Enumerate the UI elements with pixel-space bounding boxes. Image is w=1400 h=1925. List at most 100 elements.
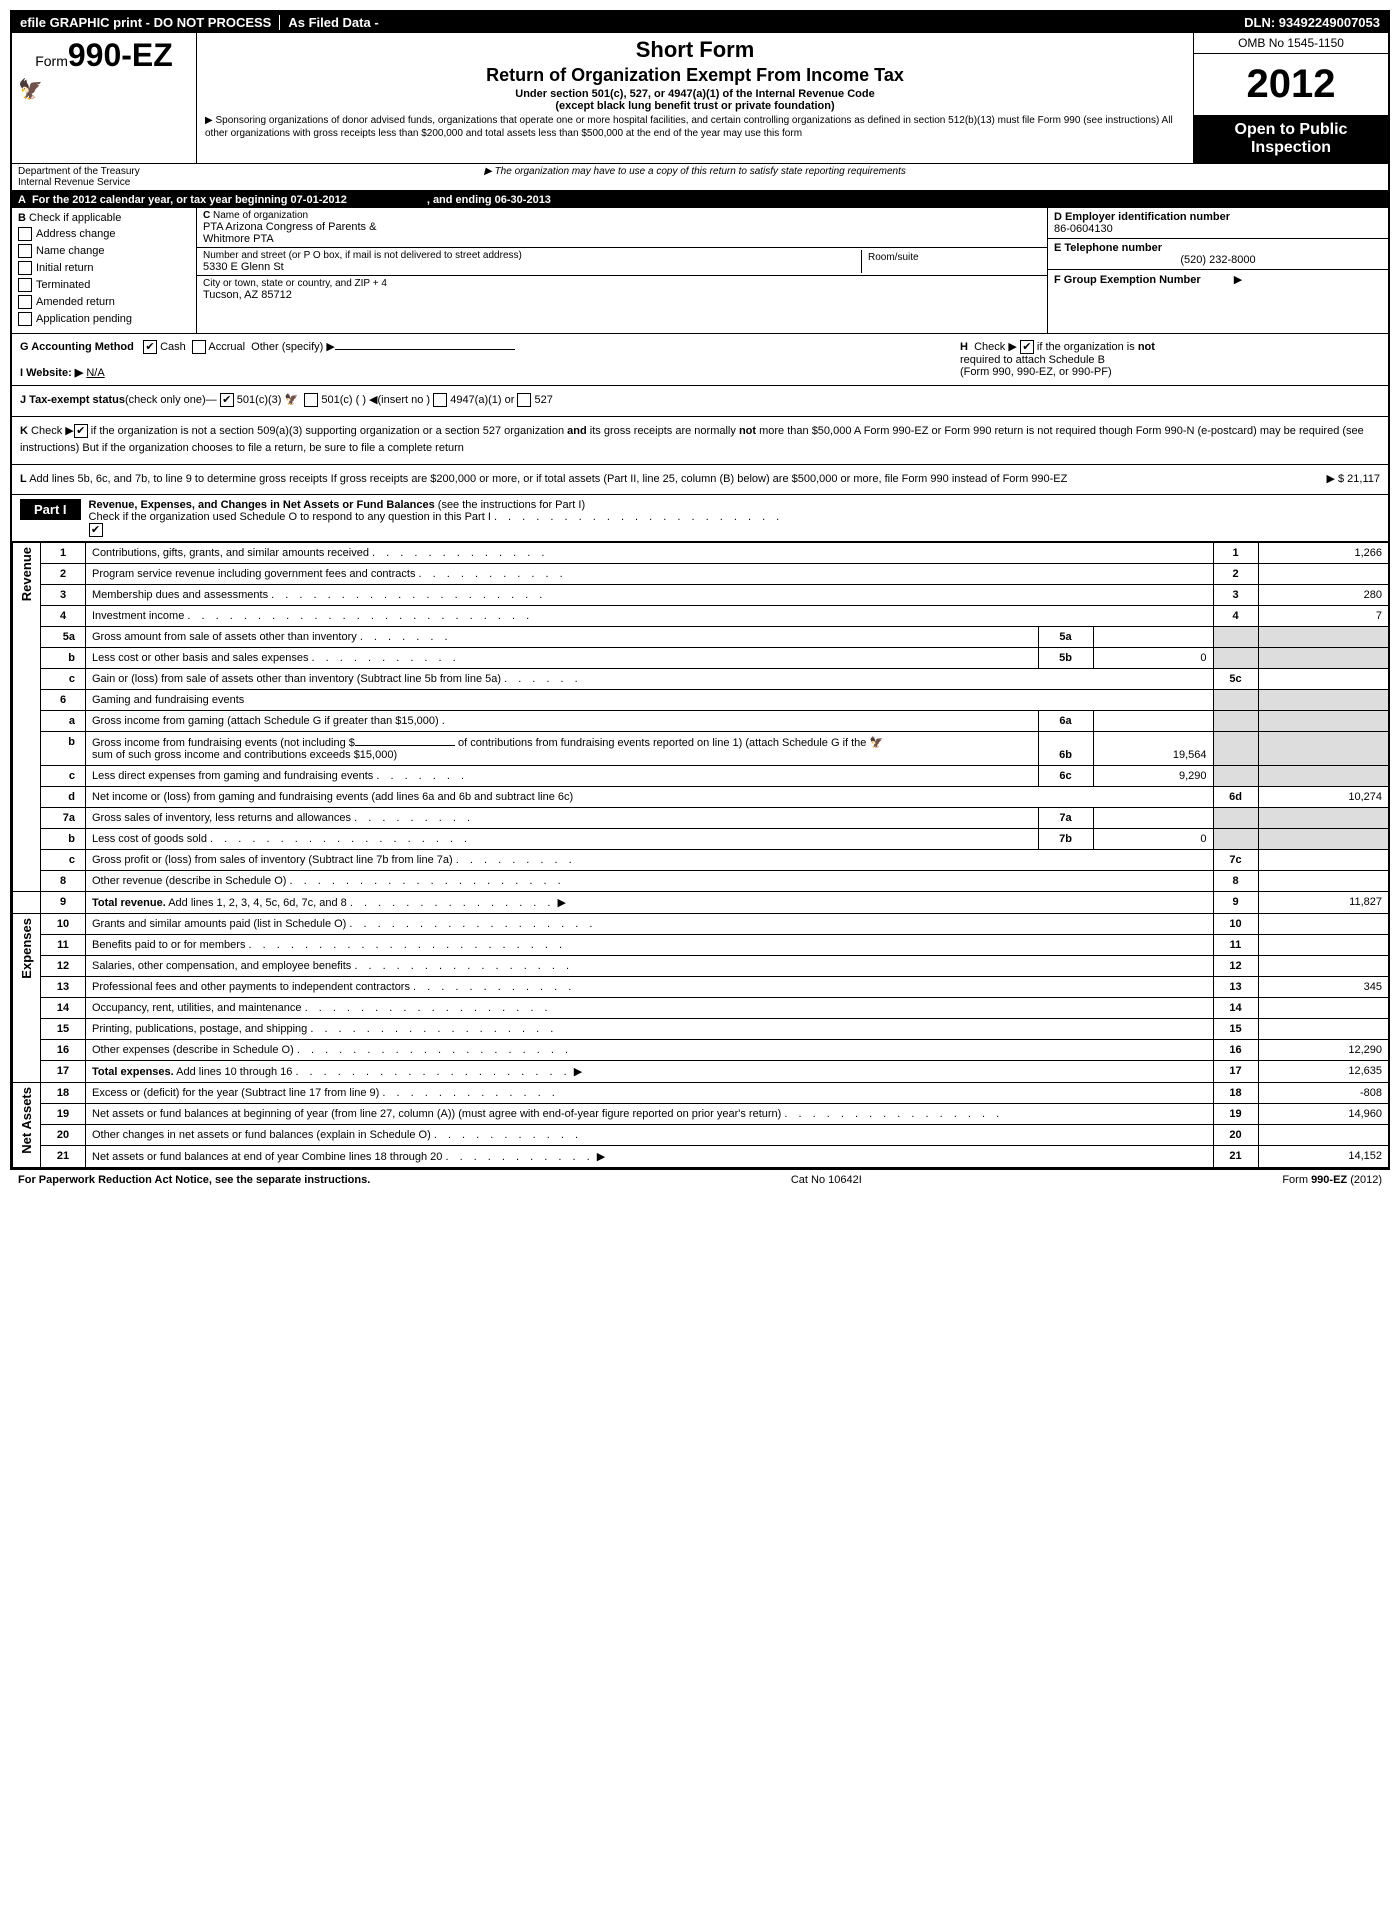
- chk-527[interactable]: [517, 393, 531, 407]
- l15-val: [1258, 1019, 1388, 1040]
- l17-desc2: Add lines 10 through 16: [176, 1066, 292, 1078]
- opt-amended: Amended return: [36, 296, 115, 308]
- year-box: OMB No 1545-1150 2012 Open to Public Ins…: [1193, 33, 1388, 163]
- row-l-amount: $ 21,117: [1338, 473, 1380, 485]
- chk-4947[interactable]: [433, 393, 447, 407]
- row-a: A For the 2012 calendar year, or tax yea…: [12, 192, 1388, 208]
- l20-val: [1258, 1125, 1388, 1146]
- chk-501c3[interactable]: [220, 393, 234, 407]
- chk-terminated[interactable]: [18, 278, 32, 292]
- l9-desc: Total revenue.: [92, 897, 166, 909]
- website-val: N/A: [86, 367, 104, 379]
- dept-treasury: Department of the Treasury: [18, 166, 191, 177]
- l21-desc: Net assets or fund balances at end of ye…: [92, 1151, 442, 1163]
- row-h-t2: if the organization is: [1037, 341, 1135, 353]
- treasury-seal-icon: 🦅: [18, 77, 43, 102]
- name-label: Name of organization: [213, 210, 308, 221]
- col-def: D Employer identification number 86-0604…: [1048, 208, 1388, 333]
- except-text: (except black lung benefit trust or priv…: [205, 100, 1185, 112]
- l3-num: 3: [1213, 585, 1258, 606]
- phone: (520) 232-8000: [1054, 254, 1382, 266]
- footer-center: Cat No 10642I: [791, 1174, 862, 1186]
- l6c-mid: 6c: [1038, 766, 1093, 787]
- l6b-d2: of contributions from fundraising events…: [458, 737, 866, 749]
- part1-sub: (see the instructions for Part I): [438, 499, 585, 511]
- l16-num: 16: [1213, 1040, 1258, 1061]
- chk-h[interactable]: [1020, 340, 1034, 354]
- satisfy-text: ▶ The organization may have to use a cop…: [197, 164, 1193, 190]
- chk-name[interactable]: [18, 244, 32, 258]
- dots: . . . . . . . . . . . . . . . . . . . . …: [494, 511, 783, 523]
- street-label: Number and street (or P O box, if mail i…: [203, 250, 861, 261]
- row-a-ending: , and ending 06-30-2013: [427, 194, 551, 206]
- l5c-val: [1258, 669, 1388, 690]
- l2-num: 2: [1213, 564, 1258, 585]
- row-k-check: Check ▶: [31, 425, 74, 437]
- l18-num: 18: [1213, 1083, 1258, 1104]
- row-h-not: not: [1138, 341, 1155, 353]
- l10-desc: Grants and similar amounts paid (list in…: [92, 918, 346, 930]
- main-title: Return of Organization Exempt From Incom…: [205, 65, 1185, 86]
- open-public-1: Open to Public: [1200, 121, 1382, 139]
- l13-val: 345: [1258, 977, 1388, 998]
- subtitle: Under section 501(c), 527, or 4947(a)(1)…: [205, 88, 1185, 100]
- chk-pending[interactable]: [18, 312, 32, 326]
- l17-val: 12,635: [1258, 1061, 1388, 1083]
- chk-501c[interactable]: [304, 393, 318, 407]
- opt-4947: 4947(a)(1) or: [450, 394, 514, 406]
- l7a-mid: 7a: [1038, 808, 1093, 829]
- l11-desc: Benefits paid to or for members: [92, 939, 245, 951]
- top-bar: efile GRAPHIC print - DO NOT PROCESS As …: [12, 12, 1388, 33]
- l1-val: 1,266: [1258, 543, 1388, 564]
- form-prefix: Form: [35, 53, 68, 69]
- l5a-midval: [1093, 627, 1213, 648]
- row-l-arrow: ▶: [1326, 473, 1334, 485]
- header-row: Form990-EZ 🦅 Short Form Return of Organi…: [12, 33, 1388, 164]
- l9-val: 11,827: [1258, 892, 1388, 914]
- l8-val: [1258, 871, 1388, 892]
- footer-row: For Paperwork Reduction Act Notice, see …: [10, 1170, 1390, 1190]
- l17-num: 17: [1213, 1061, 1258, 1083]
- chk-accrual[interactable]: [192, 340, 206, 354]
- l19-num: 19: [1213, 1104, 1258, 1125]
- row-k: K Check ▶ if the organization is not a s…: [12, 417, 1388, 465]
- col-b-label: B: [18, 212, 26, 224]
- l5c-num: 5c: [1213, 669, 1258, 690]
- chk-initial[interactable]: [18, 261, 32, 275]
- l7c-desc: Gross profit or (loss) from sales of inv…: [92, 854, 453, 866]
- sponsor-text: ▶ Sponsoring organizations of donor advi…: [205, 112, 1185, 142]
- form-box: Form990-EZ 🦅: [12, 33, 197, 163]
- l16-val: 12,290: [1258, 1040, 1388, 1061]
- opt-address: Address change: [36, 228, 116, 240]
- chk-k[interactable]: [74, 424, 88, 438]
- dept-row: Department of the Treasury Internal Reve…: [12, 164, 1388, 192]
- l6b-blank[interactable]: [355, 745, 455, 746]
- row-k-label: K: [20, 425, 28, 437]
- col-c: C Name of organization PTA Arizona Congr…: [197, 208, 1048, 333]
- opt-pending: Application pending: [36, 313, 132, 325]
- l7a-midval: [1093, 808, 1213, 829]
- title-box: Short Form Return of Organization Exempt…: [197, 33, 1193, 163]
- l4-num: 4: [1213, 606, 1258, 627]
- chk-cash[interactable]: [143, 340, 157, 354]
- l13-num: 13: [1213, 977, 1258, 998]
- l17-desc: Total expenses.: [92, 1066, 174, 1078]
- col-d-label: D Employer identification number: [1054, 211, 1382, 223]
- l10-val: [1258, 914, 1388, 935]
- l4-desc: Investment income: [92, 610, 184, 622]
- l8-num: 8: [1213, 871, 1258, 892]
- l1-num: 1: [1213, 543, 1258, 564]
- l9-desc2: Add lines 1, 2, 3, 4, 5c, 6d, 7c, and 8: [168, 897, 347, 909]
- chk-address[interactable]: [18, 227, 32, 241]
- footer-right: Form 990-EZ (2012): [1282, 1174, 1382, 1186]
- row-i-label: I Website: ▶: [20, 367, 83, 379]
- l5a-desc: Gross amount from sale of assets other t…: [92, 631, 357, 643]
- l18-desc: Excess or (deficit) for the year (Subtra…: [92, 1087, 379, 1099]
- row-h-label: H: [960, 341, 968, 353]
- l12-desc: Salaries, other compensation, and employ…: [92, 960, 351, 972]
- other-blank[interactable]: [335, 349, 515, 350]
- chk-part1[interactable]: [89, 523, 103, 537]
- l6d-desc: Net income or (loss) from gaming and fun…: [86, 787, 1214, 808]
- chk-amended[interactable]: [18, 295, 32, 309]
- footer-left: For Paperwork Reduction Act Notice, see …: [18, 1174, 370, 1186]
